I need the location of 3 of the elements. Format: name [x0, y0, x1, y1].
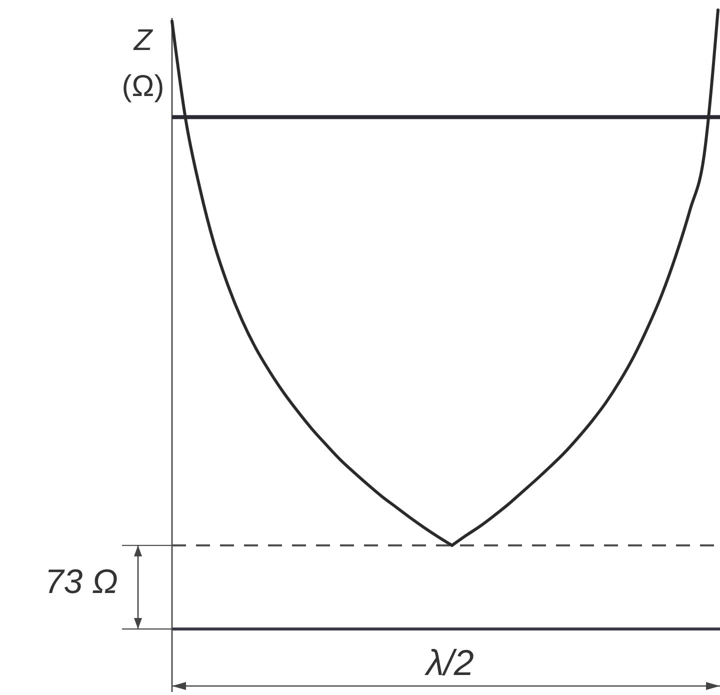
y-axis-title: Z (Ω)	[122, 24, 164, 103]
text: 73 Ω	[44, 563, 118, 602]
x-axis-title: λ/2	[424, 642, 474, 683]
